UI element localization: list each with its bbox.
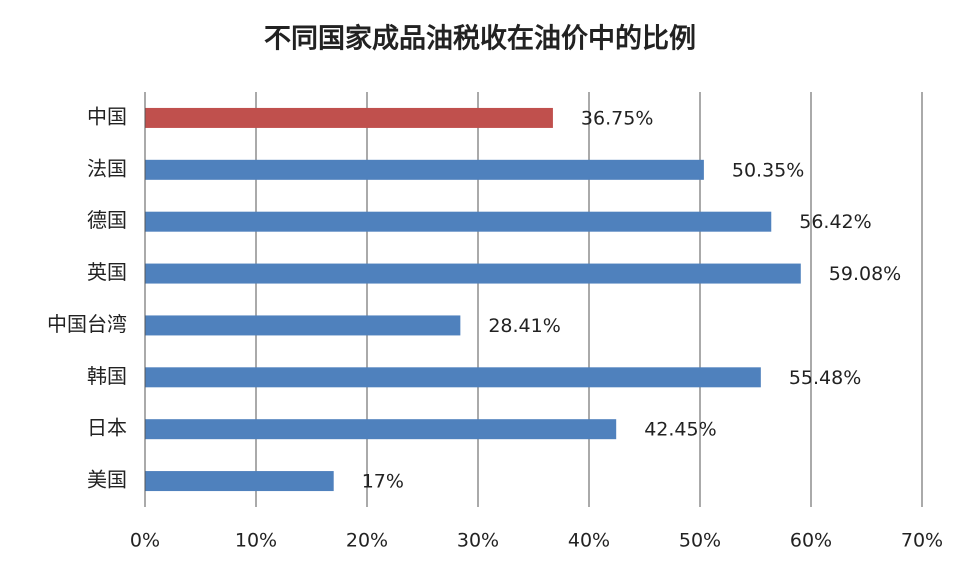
value-label: 55.48%	[789, 367, 861, 389]
y-tick-label: 德国	[87, 208, 127, 232]
y-tick-label: 英国	[87, 260, 127, 284]
y-tick-label: 中国台湾	[47, 312, 127, 336]
y-tick-label: 日本	[87, 416, 127, 440]
x-tick-label: 20%	[346, 530, 388, 552]
bar	[145, 263, 801, 284]
x-tick-label: 40%	[568, 530, 610, 552]
bar	[145, 159, 704, 180]
x-tick-label: 10%	[235, 530, 277, 552]
value-label: 36.75%	[581, 107, 653, 129]
value-label: 17%	[362, 471, 404, 493]
value-label: 59.08%	[829, 263, 901, 285]
bar	[145, 471, 334, 492]
x-tick-label: 30%	[457, 530, 499, 552]
bar	[145, 315, 461, 336]
value-label: 42.45%	[644, 419, 716, 441]
x-tick-label: 60%	[790, 530, 832, 552]
x-tick-label: 70%	[901, 530, 943, 552]
x-tick-label: 50%	[679, 530, 721, 552]
bar	[145, 367, 761, 388]
y-tick-label: 中国	[87, 104, 127, 128]
y-tick-label: 韩国	[87, 364, 127, 388]
x-tick-label: 0%	[130, 530, 160, 552]
value-label: 50.35%	[732, 159, 804, 181]
y-tick-label: 美国	[87, 468, 127, 492]
bar	[145, 211, 772, 232]
value-label: 56.42%	[799, 211, 871, 233]
bar	[145, 107, 553, 128]
bar	[145, 419, 617, 440]
chart-title: 不同国家成品油税收在油价中的比例	[264, 23, 696, 55]
y-tick-label: 法国	[87, 156, 127, 180]
value-label: 28.41%	[488, 315, 560, 337]
